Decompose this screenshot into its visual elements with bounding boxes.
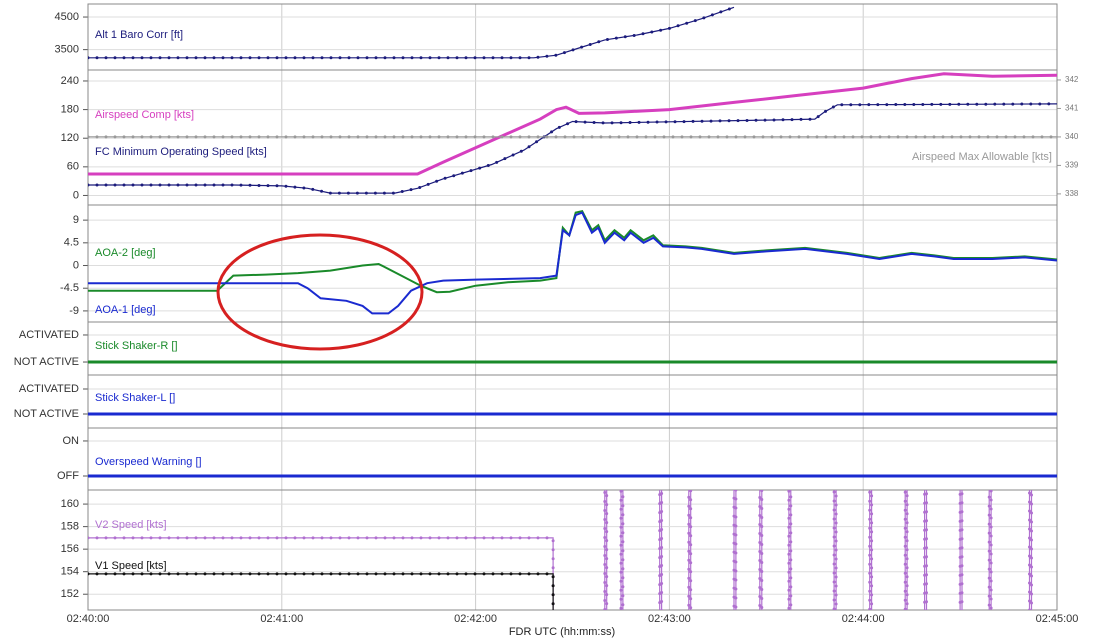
highlight-circle: [216, 233, 424, 351]
series-label: Stick Shaker-R []: [95, 340, 178, 352]
y-tick-label: NOT ACTIVE: [14, 356, 79, 368]
y-tick-label: 180: [61, 103, 79, 115]
y-tick-label: 0: [73, 189, 79, 201]
series-label: Airspeed Max Allowable [kts]: [912, 151, 1052, 163]
y2-tick-label: 342: [1065, 75, 1079, 84]
y-tick-label: -9: [69, 305, 79, 317]
y2-tick-label: 338: [1065, 189, 1079, 198]
y-tick-label: NOT ACTIVE: [14, 408, 79, 420]
x-tick-label: 02:43:00: [648, 613, 691, 625]
series-line: [88, 72, 1057, 176]
series-dots: [88, 102, 1057, 195]
panel-border: [87, 427, 1058, 491]
y-tick-label: 4.5: [64, 237, 79, 249]
x-tick-label: 02:40:00: [67, 613, 110, 625]
y-tick-label: -4.5: [60, 282, 79, 294]
series-label: AOA-2 [deg]: [95, 247, 156, 259]
y-tick-label: 120: [61, 132, 79, 144]
series-label: Airspeed Comp [kts]: [95, 109, 194, 121]
y-tick-label: 240: [61, 75, 79, 87]
y-tick-label: 3500: [55, 44, 79, 56]
panel-border: [87, 489, 1058, 611]
y-tick-label: OFF: [57, 470, 79, 482]
y2-tick-label: 339: [1065, 161, 1079, 170]
series-label: V1 Speed [kts]: [95, 560, 167, 572]
x-tick-label: 02:41:00: [260, 613, 303, 625]
y-tick-label: 152: [61, 588, 79, 600]
y-tick-label: 158: [61, 521, 79, 533]
series-line: [88, 490, 1033, 610]
x-axis-title: FDR UTC (hh:mm:ss): [509, 626, 615, 638]
series-label: Overspeed Warning []: [95, 456, 202, 468]
series-line: [88, 211, 1057, 315]
series-label: FC Minimum Operating Speed [kts]: [95, 146, 267, 158]
panel-border: [87, 321, 1058, 376]
y-tick-label: 154: [61, 566, 79, 578]
y-tick-label: ACTIVATED: [19, 383, 79, 395]
series-label: Alt 1 Baro Corr [ft]: [95, 29, 183, 41]
series-line: [88, 6, 735, 59]
series-label: AOA-1 [deg]: [95, 304, 156, 316]
y-tick-label: 156: [61, 543, 79, 555]
series-dots: [88, 572, 555, 610]
series-dots: [88, 5, 736, 60]
series-label: Stick Shaker-L []: [95, 392, 175, 404]
x-tick-label: 02:45:00: [1036, 613, 1079, 625]
y-tick-label: 9: [73, 214, 79, 226]
y2-tick-label: 341: [1065, 104, 1079, 113]
x-tick-label: 02:44:00: [842, 613, 885, 625]
panel-border: [87, 374, 1058, 429]
y2-tick-label: 340: [1065, 132, 1079, 141]
y-tick-label: 4500: [55, 11, 79, 23]
y-tick-label: ON: [63, 435, 80, 447]
panel-border: [87, 3, 1058, 71]
x-tick-label: 02:42:00: [454, 613, 497, 625]
y-tick-label: ACTIVATED: [19, 329, 79, 341]
y-tick-label: 160: [61, 498, 79, 510]
y-tick-label: 0: [73, 259, 79, 271]
y-tick-label: 60: [67, 161, 79, 173]
series-label: V2 Speed [kts]: [95, 519, 167, 531]
